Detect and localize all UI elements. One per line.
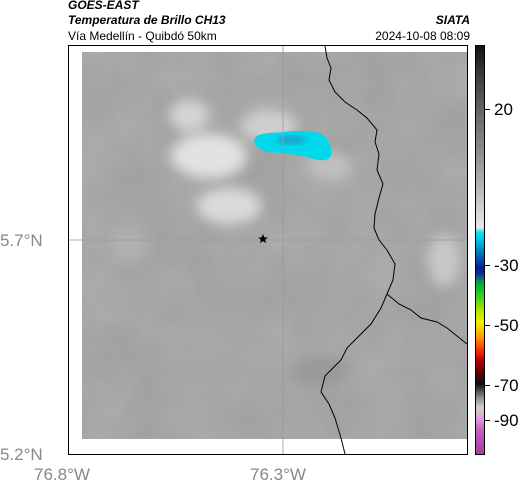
lat-tick-5-7: 5.7°N (0, 231, 43, 250)
colorbar-label-minus90: -90 (494, 411, 519, 430)
region-subtitle: Vía Medellín - Quibdó 50km (68, 29, 217, 43)
lat-tick-5-2: 5.2°N (0, 445, 43, 464)
star-icon (258, 234, 268, 244)
colorbar-tick-minus30 (485, 265, 490, 266)
colorbar-label-minus30: -30 (494, 256, 519, 275)
gridlines (69, 46, 467, 454)
cold-cloud-top (254, 130, 332, 161)
lon-tick-76-8: 76.8°W (34, 465, 90, 484)
datetime-label: 2024-10-08 08:09 (375, 29, 470, 43)
colorbar-tick-20 (485, 109, 490, 110)
country-borders (320, 46, 467, 454)
cold-cloud-outer (254, 130, 332, 161)
colorbar-label-minus50: -50 (494, 316, 519, 335)
lon-tick-76-3: 76.3°W (250, 465, 306, 484)
satellite-map (68, 45, 468, 455)
cold-cloud-core (274, 135, 307, 145)
colorbar-tick-minus70 (485, 385, 490, 386)
map-canvas (69, 46, 467, 454)
colorbar-label-20: 20 (494, 100, 513, 119)
colorbar-label-minus70: -70 (494, 376, 519, 395)
agency-label: SIATA (435, 13, 470, 27)
colorbar (475, 45, 485, 455)
colorbar-tick-minus50 (485, 325, 490, 326)
satellite-title: GOES-EAST (68, 0, 139, 12)
location-marker (258, 234, 268, 244)
colorbar-tick-minus90 (485, 420, 490, 421)
product-title: Temperatura de Brillo CH13 (68, 13, 226, 27)
